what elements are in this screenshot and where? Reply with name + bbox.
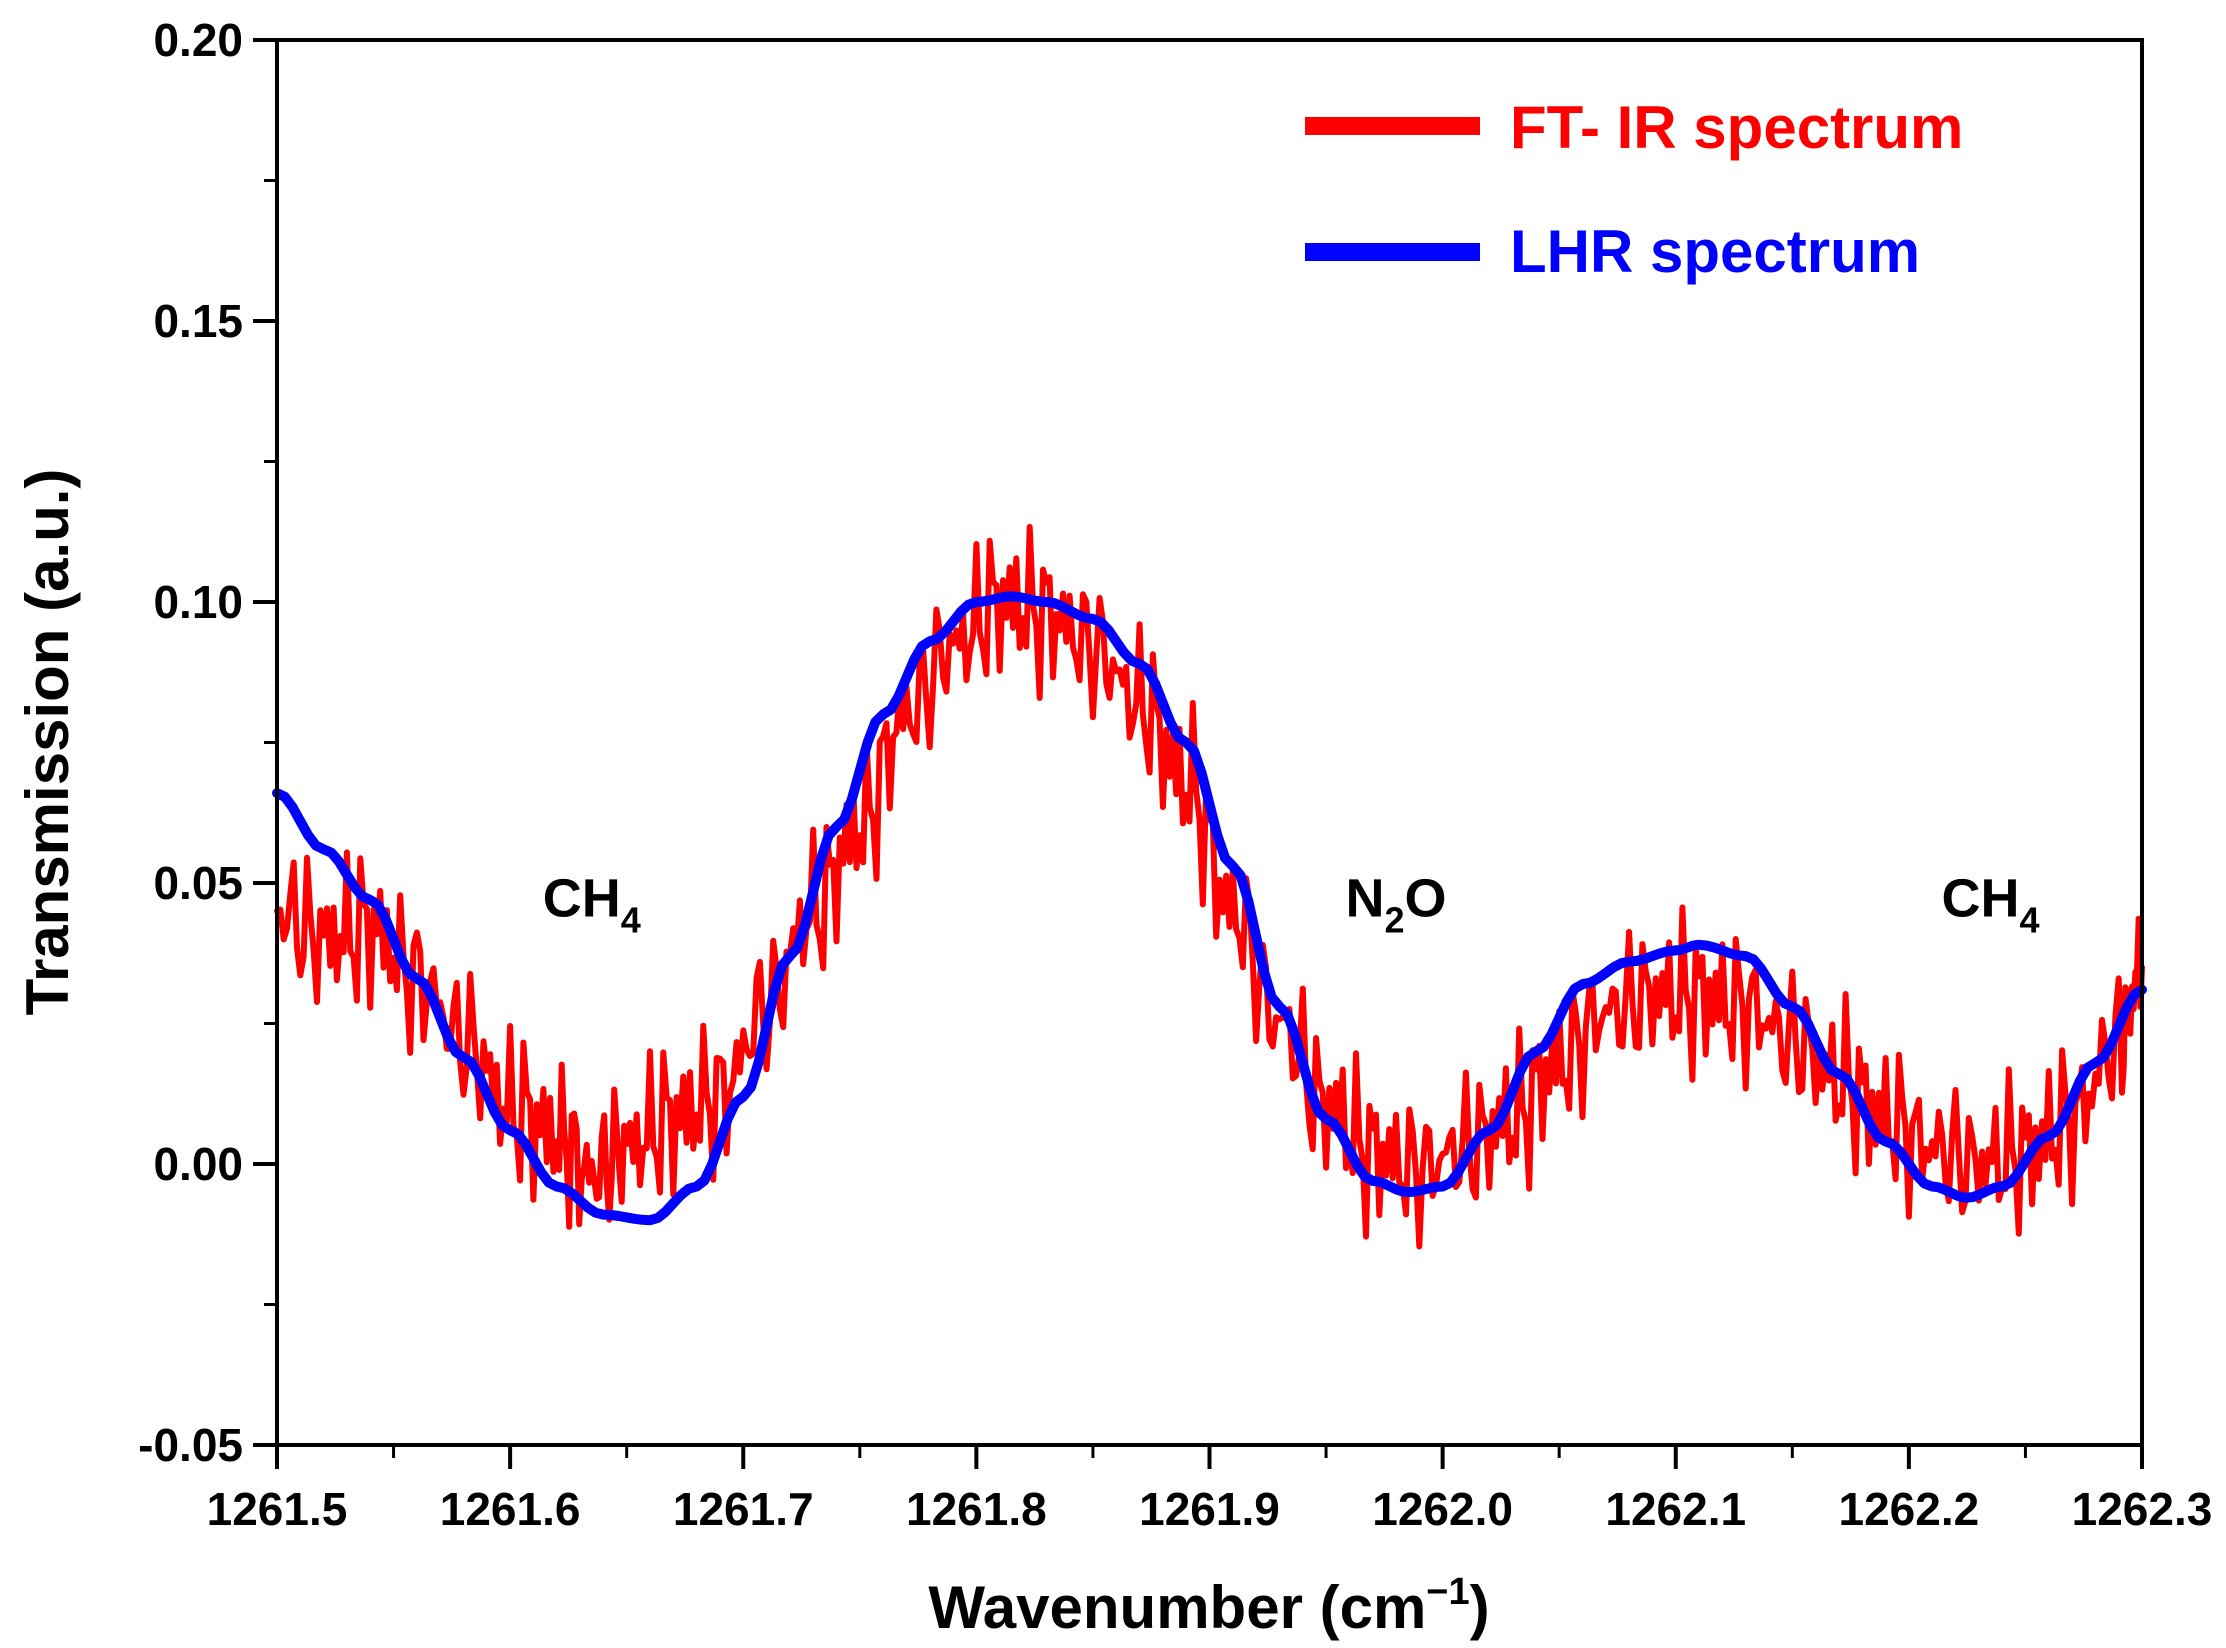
x-tick-label: 1262.2 [1839,1483,1980,1535]
annotations: CH4 N2O CH4 [543,869,2040,941]
x-tick-label: 1262.1 [1605,1483,1746,1535]
y-tick-label: 0.00 [153,1138,243,1190]
legend: FT- IR spectrum LHR spectrum [1305,94,1963,285]
x-tick-label: 1262.3 [2072,1483,2213,1535]
x-axis-title-main: Wavenumber (cm [928,1574,1426,1641]
y-tick-label: 0.05 [153,857,243,909]
molecule-label: CH4 [1941,869,2039,941]
series-layer [272,523,2147,1250]
x-axis-title: Wavenumber (cm−1) [928,1571,1489,1641]
y-tick-label: -0.05 [138,1419,243,1471]
y-tick-label: 0.10 [153,576,243,628]
x-axis-title-sup: −1 [1426,1571,1469,1613]
x-axis: 1261.5 1261.6 1261.7 1261.8 1261.9 1262.0 1262… [207,1445,2213,1535]
legend-label-lhr: LHR spectrum [1510,218,1920,285]
x-tick-label: 1261.8 [906,1483,1047,1535]
y-tick-label: 0.15 [153,295,243,347]
molecule-label: CH4 [543,869,641,941]
x-tick-label: 1261.7 [673,1483,814,1535]
x-tick-label: 1261.5 [207,1483,348,1535]
x-tick-label: 1261.9 [1139,1483,1280,1535]
x-axis-title-close: ) [1470,1574,1490,1641]
y-tick-label: 0.20 [153,14,243,66]
lhr-spectrum-line [272,591,2147,1226]
legend-label-ftir: FT- IR spectrum [1510,94,1963,161]
y-axis-title: Transmission (a.u.) [14,469,81,1016]
x-tick-label: 1261.6 [440,1483,581,1535]
x-tick-label: 1262.0 [1372,1483,1513,1535]
y-axis: -0.05 0.00 0.05 0.10 0.15 0.20 [138,14,277,1471]
molecule-label: N2O [1345,869,1446,941]
